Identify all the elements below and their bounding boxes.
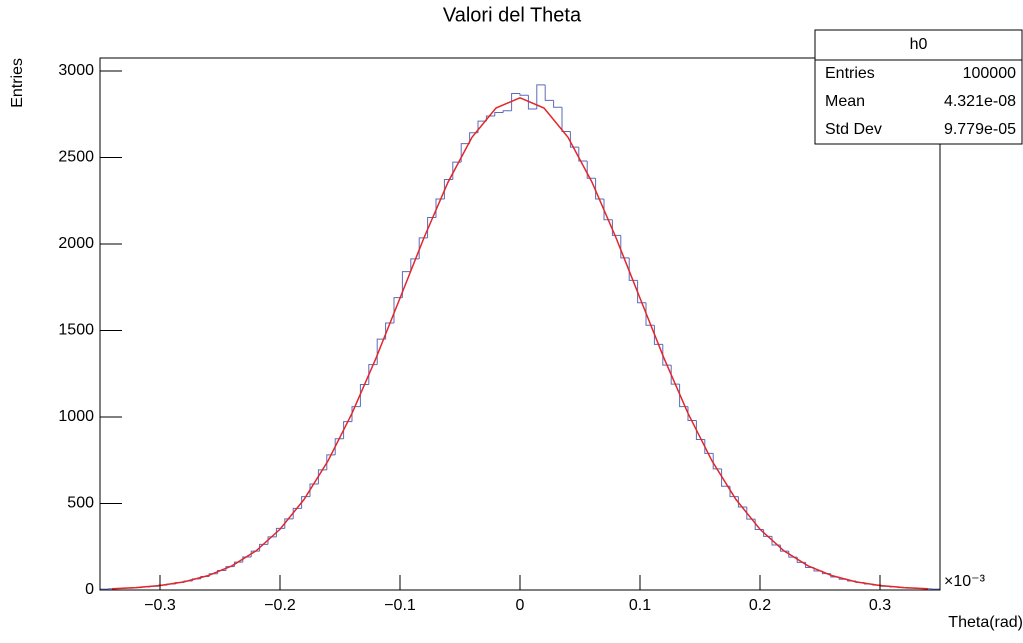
histogram-bin <box>519 93 529 96</box>
y-tick-label: 1500 <box>58 322 94 339</box>
stats-title: h0 <box>910 36 928 53</box>
y-tick-label: 0 <box>85 581 94 598</box>
histogram-bin <box>368 364 378 385</box>
histogram-bin <box>401 271 411 298</box>
histogram-bin <box>653 325 663 345</box>
histogram-bin <box>704 439 714 454</box>
stats-key: Entries <box>825 65 875 82</box>
histogram-bin <box>628 257 638 281</box>
histogram-bin <box>553 100 562 108</box>
stats-key: Mean <box>825 93 865 110</box>
x-tick-label: −0.3 <box>144 597 176 614</box>
histogram-bin <box>359 383 369 407</box>
x-tick-label: 0 <box>516 597 525 614</box>
y-tick-label: 500 <box>67 495 94 512</box>
y-tick-label: 2000 <box>58 235 94 252</box>
x-multiplier: ×10⁻³ <box>944 573 986 590</box>
histogram-bin <box>569 131 579 148</box>
histogram-bin <box>620 235 630 259</box>
histogram-bin <box>284 518 294 529</box>
histogram-bin <box>527 95 537 110</box>
chart-title: Valori del Theta <box>443 4 582 26</box>
histogram-bin <box>259 543 268 552</box>
x-tick-label: −0.1 <box>384 597 416 614</box>
histogram-bin <box>343 421 352 439</box>
histogram-bin <box>662 344 672 366</box>
histogram-bin <box>712 453 722 470</box>
histogram-bin <box>544 84 554 101</box>
x-tick-label: 0.2 <box>749 597 771 614</box>
stats-value: 100000 <box>963 65 1016 82</box>
y-tick-label: 1000 <box>58 408 94 425</box>
histogram-bin <box>502 110 512 113</box>
histogram-bin <box>317 469 327 484</box>
y-tick-label: 2500 <box>58 149 94 166</box>
histogram-bin <box>334 438 344 455</box>
histogram-bin <box>670 365 680 385</box>
fit-curve <box>111 96 929 590</box>
histogram-bin <box>687 406 697 421</box>
histogram-bin <box>637 280 646 304</box>
histogram-bin <box>242 556 252 563</box>
histogram-bin <box>595 178 604 200</box>
histogram-bin <box>292 507 302 519</box>
x-axis-label: Theta(rad) <box>948 614 1023 631</box>
histogram-bin <box>309 483 319 497</box>
stats-value: 4.321e-08 <box>944 93 1016 110</box>
x-tick-label: 0.3 <box>869 597 891 614</box>
stats-box <box>814 29 1023 145</box>
histogram-bin <box>217 569 226 574</box>
histogram-bin <box>326 454 336 470</box>
histogram-bin <box>586 160 596 179</box>
histogram-bin <box>301 496 310 509</box>
histogram-bin <box>351 406 361 422</box>
x-tick-label: −0.2 <box>264 597 296 614</box>
x-tick-label: 0.1 <box>629 597 651 614</box>
histogram-bin <box>267 536 277 545</box>
stats-value: 9.779e-05 <box>944 121 1016 138</box>
histogram-bin <box>275 527 285 537</box>
histogram-bin <box>737 496 747 508</box>
y-axis-label: Entries <box>9 58 26 108</box>
histogram-bin <box>511 92 520 111</box>
histogram-bin <box>536 84 546 110</box>
histogram-bin <box>611 219 621 236</box>
histogram-bin <box>418 237 428 259</box>
y-tick-label: 3000 <box>58 62 94 79</box>
histogram-bin <box>578 147 588 162</box>
histogram-bin <box>494 111 504 116</box>
stats-key: Std Dev <box>825 121 882 138</box>
histogram-bin <box>603 199 613 221</box>
histogram-bin <box>561 107 571 133</box>
